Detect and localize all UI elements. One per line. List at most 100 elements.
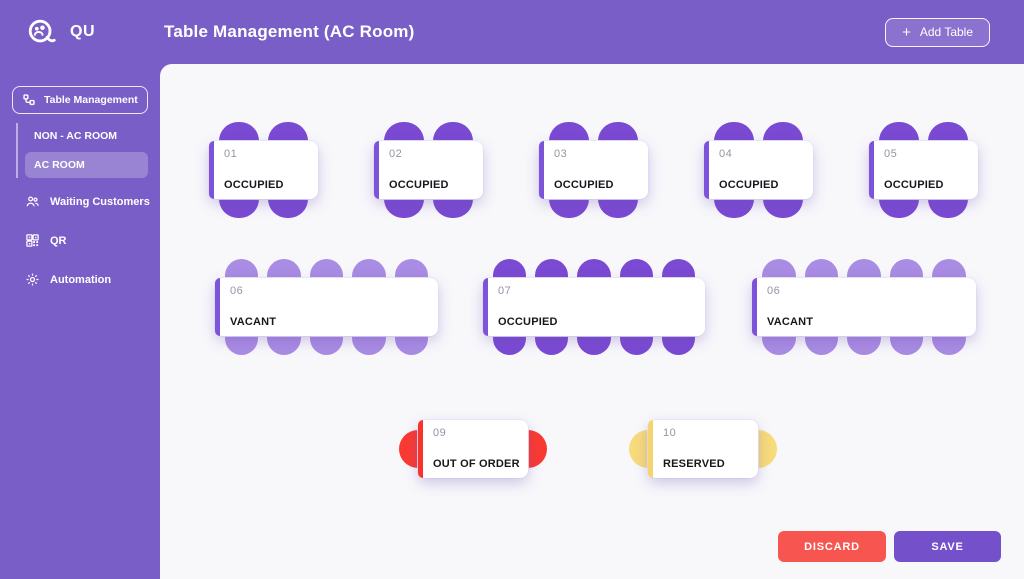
chair-icon (433, 199, 473, 218)
chair-icon (928, 199, 968, 218)
chair-icon (493, 259, 527, 278)
table-01[interactable]: 01 OCCUPIED (209, 122, 318, 218)
save-button[interactable]: SAVE (894, 531, 1001, 562)
gear-icon (25, 272, 40, 287)
table-card: 02 OCCUPIED (374, 141, 483, 199)
sidebar-item-ac-room[interactable]: AC ROOM (25, 152, 148, 178)
chair-icon (661, 336, 696, 355)
chair-icon (598, 122, 638, 141)
sidebar-item-automation[interactable]: Automation (0, 260, 160, 299)
chair-row-top (704, 122, 813, 141)
table-middle: 09 OUT OF ORDER (399, 420, 547, 478)
table-status-stripe (648, 420, 653, 478)
sidebar-item-non-ac-room[interactable]: NON - AC ROOM (34, 130, 118, 142)
chair-icon (399, 430, 418, 468)
chair-icon (661, 259, 696, 278)
room-subnav: NON - AC ROOM AC ROOM (16, 123, 148, 178)
chair-icon (714, 199, 754, 218)
table-status-stripe (215, 278, 220, 336)
chair-icon (433, 122, 473, 141)
chair-icon (267, 259, 301, 278)
chair-icon (577, 336, 611, 355)
table-02[interactable]: 02 OCCUPIED (374, 122, 483, 218)
table-middle: 01 OCCUPIED (209, 141, 318, 199)
table-number: 07 (498, 285, 512, 297)
qr-icon (25, 233, 40, 248)
chair-row-bottom (752, 336, 976, 355)
table-09[interactable]: 09 OUT OF ORDER (399, 420, 547, 478)
chair-icon (932, 259, 966, 278)
chair-icon (847, 336, 881, 355)
table-status-stripe (374, 141, 379, 199)
people-icon (25, 194, 40, 209)
table-06[interactable]: 06 VACANT (752, 259, 976, 355)
chair-icon (352, 259, 386, 278)
chair-icon (384, 199, 424, 218)
table-number: 06 (230, 285, 244, 297)
chair-icon (268, 199, 308, 218)
table-middle: 06 VACANT (215, 278, 438, 336)
plus-icon: + (902, 23, 911, 41)
table-number: 01 (224, 148, 238, 160)
chair-icon (889, 336, 924, 355)
table-10[interactable]: 10 RESERVED (629, 420, 777, 478)
table-status-label: OCCUPIED (884, 179, 944, 191)
sidebar-item-qr[interactable]: QR (0, 221, 160, 260)
discard-button[interactable]: DISCARD (778, 531, 886, 562)
table-status-label: RESERVED (663, 458, 725, 470)
chair-icon (619, 259, 653, 278)
table-05[interactable]: 05 OCCUPIED (869, 122, 978, 218)
table-middle: 04 OCCUPIED (704, 141, 813, 199)
chair-icon (847, 259, 881, 278)
chair-icon (224, 336, 259, 355)
chair-row-bottom (374, 199, 483, 218)
table-status-stripe (704, 141, 709, 199)
add-table-button[interactable]: + Add Table (885, 17, 990, 47)
brand-name: QU (70, 23, 95, 40)
table-card: 06 VACANT (215, 278, 438, 336)
table-status-stripe (418, 420, 423, 478)
table-status-label: OCCUPIED (389, 179, 449, 191)
table-card: 04 OCCUPIED (704, 141, 813, 199)
chair-icon (394, 259, 429, 278)
chair-row-bottom (704, 199, 813, 218)
chair-icon (928, 122, 968, 141)
chair-row-bottom (539, 199, 648, 218)
page-title: Table Management (AC Room) (164, 22, 415, 41)
chair-row-top (483, 259, 705, 278)
table-middle: 10 RESERVED (629, 420, 777, 478)
chair-icon (219, 199, 259, 218)
chair-icon (577, 259, 611, 278)
table-status-label: OCCUPIED (224, 179, 284, 191)
table-management-icon (22, 93, 36, 107)
table-status-stripe (869, 141, 874, 199)
table-status-label: VACANT (767, 316, 814, 328)
chair-icon (535, 336, 569, 355)
sidebar-item-table-management[interactable]: Table Management (12, 86, 148, 114)
table-number: 05 (884, 148, 898, 160)
nav-label: Automation (50, 273, 112, 286)
table-03[interactable]: 03 OCCUPIED (539, 122, 648, 218)
table-middle: 07 OCCUPIED (483, 278, 705, 336)
chair-row-top (752, 259, 976, 278)
chair-icon (932, 336, 966, 355)
chair-icon (219, 122, 259, 141)
table-status-label: OCCUPIED (498, 316, 558, 328)
nav-label: Table Management (44, 94, 138, 106)
chair-icon (889, 259, 924, 278)
chair-icon (598, 199, 638, 218)
table-04[interactable]: 04 OCCUPIED (704, 122, 813, 218)
chair-icon (352, 336, 386, 355)
chair-row-top (215, 259, 438, 278)
sidebar-item-waiting-customers[interactable]: Waiting Customers (0, 182, 160, 221)
table-07[interactable]: 07 OCCUPIED (483, 259, 705, 355)
chair-icon (224, 259, 259, 278)
table-06[interactable]: 06 VACANT (215, 259, 438, 355)
chair-row-top (374, 122, 483, 141)
table-status-stripe (483, 278, 488, 336)
table-card: 01 OCCUPIED (209, 141, 318, 199)
table-status-label: OCCUPIED (719, 179, 779, 191)
chair-icon (549, 122, 589, 141)
table-number: 03 (554, 148, 568, 160)
